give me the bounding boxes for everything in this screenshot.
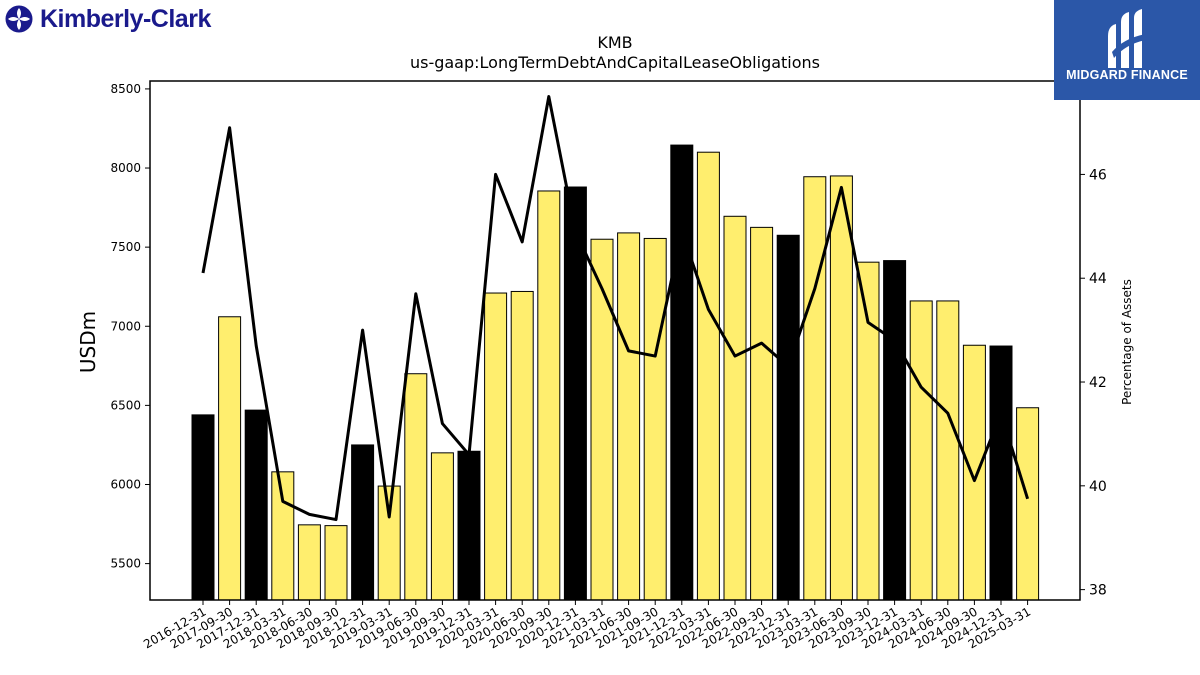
- chart-subtitle: us-gaap:LongTermDebtAndCapitalLeaseOblig…: [410, 53, 820, 72]
- midgard-emblem-icon: [1108, 9, 1146, 68]
- bar-2022-06-30: [723, 215, 747, 601]
- bar-2021-03-31: [590, 238, 614, 601]
- y-tick-label: 5500: [110, 557, 141, 571]
- bar-2025-03-31: [1016, 407, 1040, 601]
- y2-tick-label: 42: [1089, 375, 1107, 391]
- kimberly-clark-emblem-icon: [5, 5, 33, 33]
- bar-2023-12-31: [883, 260, 907, 601]
- bar-2024-06-30: [936, 300, 960, 601]
- bar-2024-09-30: [962, 344, 986, 601]
- bar-2024-12-31: [989, 345, 1013, 601]
- bar-2017-09-30: [218, 316, 242, 601]
- y2-tick-label: 46: [1089, 167, 1107, 183]
- bar-2021-12-31: [670, 144, 694, 601]
- bar-2019-09-30: [430, 452, 454, 601]
- bar-2023-09-30: [856, 261, 880, 601]
- bar-2022-12-31: [776, 234, 800, 601]
- y-tick-label: 8500: [110, 82, 141, 96]
- y-tick-label: 6000: [110, 477, 141, 491]
- chart-title: KMB: [597, 33, 632, 52]
- y2-tick-label: 44: [1089, 271, 1107, 287]
- midgard-finance-logo: MIDGARD FINANCE: [1054, 0, 1200, 100]
- bar-2018-06-30: [297, 524, 321, 601]
- bar-2023-03-31: [803, 176, 827, 601]
- bar-2019-03-31: [377, 485, 401, 601]
- y2-axis-label: Percentage of Assets: [1120, 279, 1134, 405]
- y-axis-right: 38 40 42 44 46: [1080, 167, 1107, 599]
- bar-2020-06-30: [510, 290, 534, 601]
- midgard-finance-wordmark: MIDGARD FINANCE: [1066, 68, 1188, 82]
- kimberly-clark-wordmark: Kimberly-Clark: [40, 4, 211, 33]
- bar-2021-06-30: [617, 232, 641, 601]
- bar-2019-12-31: [457, 450, 481, 601]
- y-tick-label: 7000: [110, 319, 141, 333]
- x-axis: 2016-12-312017-09-302017-12-312018-03-31…: [141, 600, 1033, 651]
- y-axis-label: USDm: [76, 311, 100, 373]
- bar-2024-03-31: [909, 300, 933, 601]
- bar-2018-12-31: [351, 444, 375, 601]
- bar-2021-09-30: [643, 237, 667, 601]
- y2-tick-label: 40: [1089, 479, 1107, 495]
- y-tick-label: 7500: [110, 240, 141, 254]
- bar-2022-03-31: [696, 151, 720, 601]
- bar-2023-06-30: [829, 175, 853, 601]
- bar-2022-09-30: [750, 226, 774, 601]
- bar-group: [191, 144, 1040, 601]
- y-tick-label: 8000: [110, 161, 141, 175]
- y-tick-label: 6500: [110, 398, 141, 412]
- bar-2018-03-31: [271, 471, 295, 601]
- bar-2019-06-30: [404, 373, 428, 601]
- percent-line-group: [201, 95, 1030, 522]
- plot-frame: [149, 80, 1081, 601]
- kimberly-clark-logo: Kimberly-Clark: [4, 4, 211, 34]
- bar-2018-09-30: [324, 525, 348, 601]
- bar-2020-09-30: [537, 190, 561, 601]
- bar-2017-12-31: [244, 409, 268, 601]
- y2-tick-label: 38: [1089, 583, 1107, 599]
- bar-2020-03-31: [484, 292, 508, 601]
- bar-2016-12-31: [191, 414, 215, 601]
- y-axis-left: 5500 6000 6500 7000 7500 8000 8500: [110, 82, 150, 571]
- percent-of-assets-line: [201, 95, 1030, 522]
